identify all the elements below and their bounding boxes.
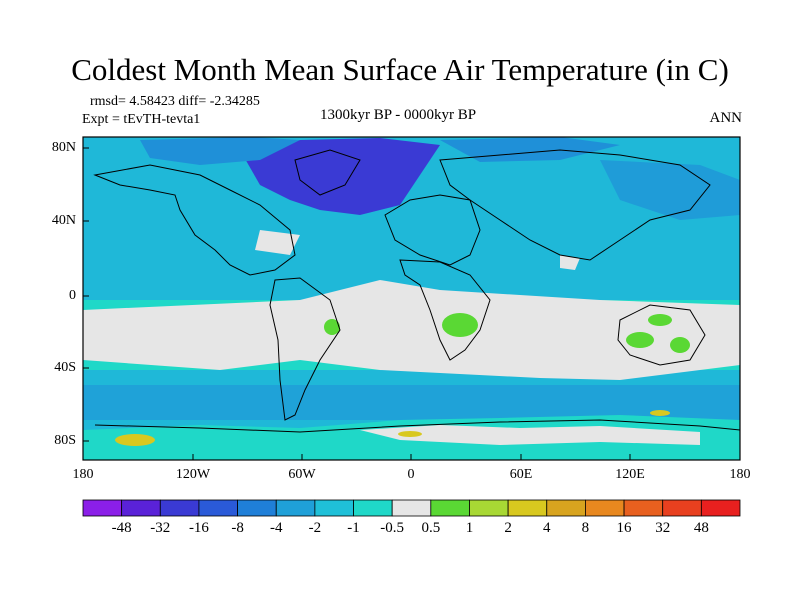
colorbar-label: 32 [655, 520, 671, 536]
colorbar-label: -8 [231, 520, 244, 536]
colorbar-label: 0.5 [421, 520, 441, 536]
lon-tick-180e: 180 [729, 467, 751, 482]
colorbar-label: -4 [269, 520, 283, 536]
colorbar-label: -48 [111, 520, 132, 536]
pacific-cool [600, 160, 740, 220]
colorbar-box [314, 499, 354, 517]
colorbar-label: -2 [308, 520, 322, 536]
axis-ticks [83, 147, 631, 460]
colorbar-box [82, 499, 123, 517]
lon-tick-120e: 120E [615, 467, 645, 482]
warm-antarctic-east [398, 431, 422, 437]
lat-tick-80s: 80S [54, 433, 76, 448]
colorbar [82, 499, 741, 517]
colorbar-box [198, 499, 238, 517]
stats-readout: rmsd= 4.58423 diff= -2.34285 [90, 94, 260, 109]
colorbar-label: 48 [693, 520, 709, 536]
colorbar-label: 4 [543, 520, 551, 536]
colorbar-box [353, 499, 393, 517]
lat-tick-40s: 40S [54, 360, 76, 375]
neutral-band-south [83, 280, 740, 380]
colorbar-box [546, 499, 586, 517]
lon-tick-0: 0 [407, 467, 415, 482]
cool-band-south [83, 385, 740, 420]
colorbar-box [469, 499, 509, 517]
colorbar-label: -0.5 [380, 520, 405, 536]
lon-tick-120w: 120W [175, 467, 211, 482]
warm-south-america [324, 319, 340, 335]
warm-africa [442, 313, 478, 337]
colorbar-box [275, 499, 316, 517]
experiment-label: Expt = tEvTH-tevta1 [82, 112, 201, 127]
warm-antarctic-west [115, 434, 155, 446]
lon-tick-60w: 60W [288, 467, 316, 482]
colorbar-box [430, 499, 470, 517]
colorbar-label: 8 [581, 520, 590, 536]
colorbar-box [623, 499, 664, 517]
colorbar-label: -32 [150, 520, 171, 536]
north-atlantic-cold [240, 138, 440, 215]
colorbar-label: -16 [188, 520, 209, 536]
colorbar-box [585, 499, 625, 517]
neutral-patch-na [255, 230, 300, 255]
chart-title: Coldest Month Mean Surface Air Temperatu… [71, 52, 729, 87]
lon-tick-60e: 60E [509, 467, 533, 482]
lon-tick-180w: 180 [72, 467, 94, 482]
coastlines [93, 149, 740, 433]
warm-australia-north [648, 314, 672, 326]
colorbar-box [507, 499, 548, 517]
colorbar-box [237, 499, 277, 517]
warm-australia-east [670, 337, 690, 353]
colorbar-box [700, 499, 741, 517]
map-field [83, 137, 740, 460]
lat-tick-80n: 80N [51, 140, 76, 155]
antarctic-neutral [360, 425, 700, 445]
colorbar-label: 1 [465, 520, 474, 536]
colorbar-box [662, 499, 702, 517]
colorbar-label: 2 [504, 520, 512, 536]
colorbar-box [159, 499, 200, 517]
colorbar-box [121, 499, 161, 517]
lat-tick-40n: 40N [51, 213, 76, 228]
period-label: 1300kyr BP - 0000kyr BP [320, 107, 477, 123]
colorbar-label: 16 [616, 520, 632, 536]
colorbar-box [391, 499, 432, 517]
warm-australia-west [626, 332, 654, 348]
season-label: ANN [709, 110, 743, 126]
lat-tick-0: 0 [69, 288, 76, 303]
colorbar-label: -1 [347, 520, 360, 536]
warm-antarctic-far-east [650, 410, 670, 416]
arctic-cool [140, 137, 300, 165]
neutral-patch-asia [560, 255, 580, 270]
